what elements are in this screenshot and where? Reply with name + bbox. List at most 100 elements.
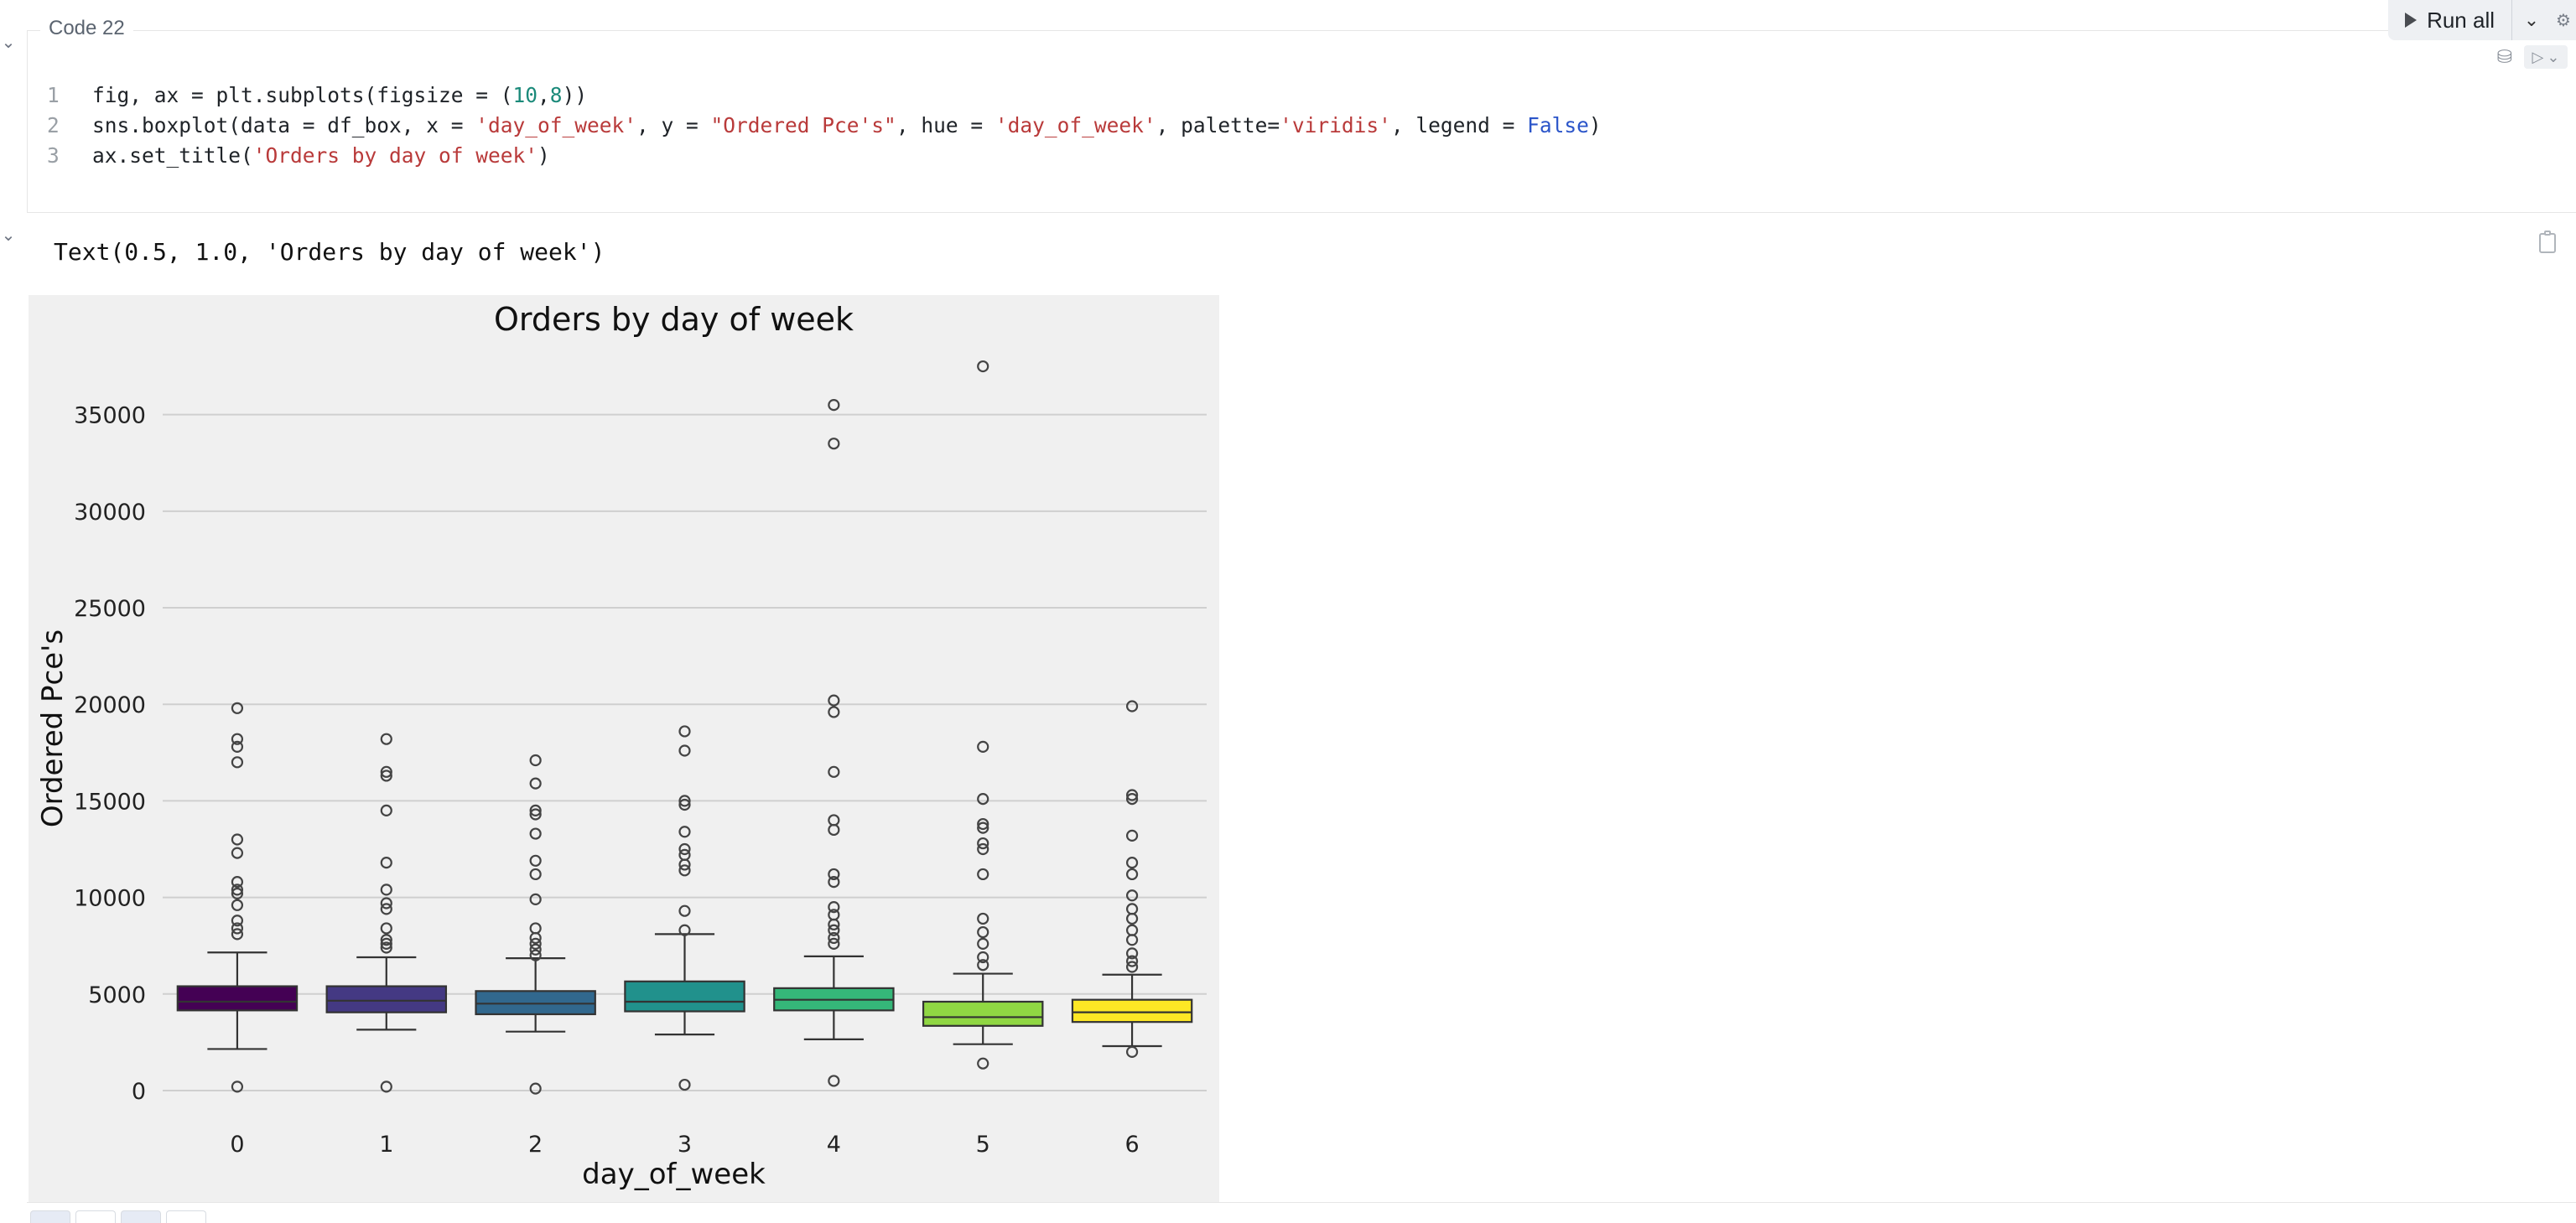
outlier-point xyxy=(828,931,840,945)
output-text: Text(0.5, 1.0, 'Orders by day of week') xyxy=(54,238,605,266)
database-icon[interactable]: ⛁ xyxy=(2496,46,2512,68)
cell-mini-toolbar: ⛁ ▷ ⌄ xyxy=(2497,45,2568,69)
outlier-point xyxy=(231,833,244,846)
outlier-point xyxy=(828,876,840,889)
outlier-point xyxy=(678,826,691,838)
outlier-point xyxy=(231,733,244,745)
run-all-button[interactable]: Run all xyxy=(2388,0,2511,40)
outlier-point xyxy=(977,951,989,964)
outlier-point xyxy=(1125,792,1139,806)
outlier-point xyxy=(529,1082,542,1095)
x-tick-label: 2 xyxy=(528,1132,543,1158)
outlier-point xyxy=(380,770,392,782)
outlier-point xyxy=(828,706,840,718)
y-tick-label: 5000 xyxy=(88,982,146,1008)
cell-settings-icon[interactable]: ⚙ xyxy=(2556,10,2571,30)
outlier-point xyxy=(1125,934,1139,946)
outlier-point xyxy=(529,808,542,821)
outlier-point xyxy=(1125,924,1139,936)
code-line: 2 sns.boxplot(data = df_box, x = 'day_of_… xyxy=(47,111,1602,141)
code-line: 1 fig, ax = plt.subplots(figsize = (10,8)… xyxy=(47,80,1602,111)
outlier-point xyxy=(977,360,989,373)
outlier-point xyxy=(231,899,244,911)
collapse-output-chevron-icon[interactable]: ⌄ xyxy=(1,225,16,245)
outlier-point xyxy=(529,868,542,881)
outlier-point xyxy=(380,884,392,896)
outlier-point xyxy=(678,744,691,757)
outlier-point xyxy=(380,1080,392,1093)
outlier-point xyxy=(529,922,542,935)
outlier-point xyxy=(828,1075,840,1087)
code-editor[interactable]: 1 fig, ax = plt.subplots(figsize = (10,8)… xyxy=(47,80,1602,171)
code-cell[interactable] xyxy=(27,30,2576,213)
y-tick-label: 25000 xyxy=(74,596,146,622)
outlier-point xyxy=(231,884,244,896)
outlier-point xyxy=(1125,868,1139,881)
outlier-point xyxy=(977,912,989,925)
code-token: 'day_of_week' xyxy=(475,113,637,137)
outlier-point xyxy=(380,934,392,946)
outlier-point xyxy=(678,924,691,936)
x-tick-label: 5 xyxy=(976,1132,990,1158)
outlier-point xyxy=(380,937,392,950)
code-token: ax.set_title( xyxy=(92,143,253,168)
x-axis-label: day_of_week xyxy=(582,1158,766,1191)
code-token: , xyxy=(538,83,550,107)
outlier-point xyxy=(529,893,542,905)
code-token: 10 xyxy=(512,83,538,107)
y-tick-label: 35000 xyxy=(74,403,146,429)
outlier-point xyxy=(977,837,989,850)
outlier-point xyxy=(828,924,840,936)
box xyxy=(922,1000,1044,1027)
run-variants-button[interactable]: ▷ ⌄ xyxy=(2524,45,2568,69)
outlier-point xyxy=(1125,829,1139,842)
outlier-point xyxy=(380,765,392,778)
copy-output-clipboard-icon[interactable] xyxy=(2539,231,2556,253)
outlier-point xyxy=(977,1057,989,1070)
outlier-point xyxy=(1125,789,1139,801)
code-token: ) xyxy=(1588,113,1602,137)
box xyxy=(176,985,299,1012)
outlier-point xyxy=(1125,1045,1139,1058)
code-token: "Ordered Pce's" xyxy=(710,113,896,137)
bottom-tab[interactable] xyxy=(121,1210,161,1223)
outlier-point xyxy=(828,814,840,827)
bottom-tab[interactable] xyxy=(75,1210,116,1223)
line-number: 3 xyxy=(47,143,60,168)
outlier-point xyxy=(529,854,542,867)
outlier-point xyxy=(231,887,244,900)
code-token: fig, ax = plt.subplots(figsize = ( xyxy=(92,83,513,107)
outlier-point xyxy=(977,821,989,834)
code-token: , palette= xyxy=(1156,113,1280,137)
outlier-point xyxy=(1125,700,1139,713)
outlier-point xyxy=(1125,955,1139,967)
outlier-point xyxy=(529,943,542,956)
outlier-point xyxy=(380,903,392,915)
boxplot-figure: 0 5000 10000 15000 20000 25000 30000 35000 0 1 2 3 4… xyxy=(29,295,1219,1202)
y-tick-label: 20000 xyxy=(74,692,146,718)
outlier-point xyxy=(828,868,840,881)
bottom-tab[interactable] xyxy=(166,1210,206,1223)
outlier-point xyxy=(380,922,392,935)
outlier-point xyxy=(678,795,691,807)
run-options-chevron-down-icon[interactable]: ⌄ xyxy=(2523,9,2540,31)
outlier-point xyxy=(231,876,244,889)
outlier-point xyxy=(529,937,542,950)
toolbar-divider xyxy=(2511,0,2512,40)
x-tick-label: 0 xyxy=(230,1132,244,1158)
outlier-point xyxy=(828,399,840,412)
outlier-point xyxy=(231,915,244,927)
outlier-point xyxy=(1125,947,1139,960)
outlier-point xyxy=(380,941,392,954)
x-tick-label: 4 xyxy=(827,1132,841,1158)
code-token: , hue = xyxy=(896,113,995,137)
y-tick-label: 10000 xyxy=(74,886,146,912)
bottom-tab[interactable] xyxy=(30,1210,70,1223)
code-token: , legend = xyxy=(1390,113,1528,137)
outlier-point xyxy=(1125,889,1139,902)
outlier-point xyxy=(231,740,244,753)
code-token: False xyxy=(1527,113,1589,137)
collapse-cell-chevron-icon[interactable]: ⌄ xyxy=(1,32,16,52)
y-tick-label: 0 xyxy=(132,1079,146,1105)
outlier-point xyxy=(1125,857,1139,869)
